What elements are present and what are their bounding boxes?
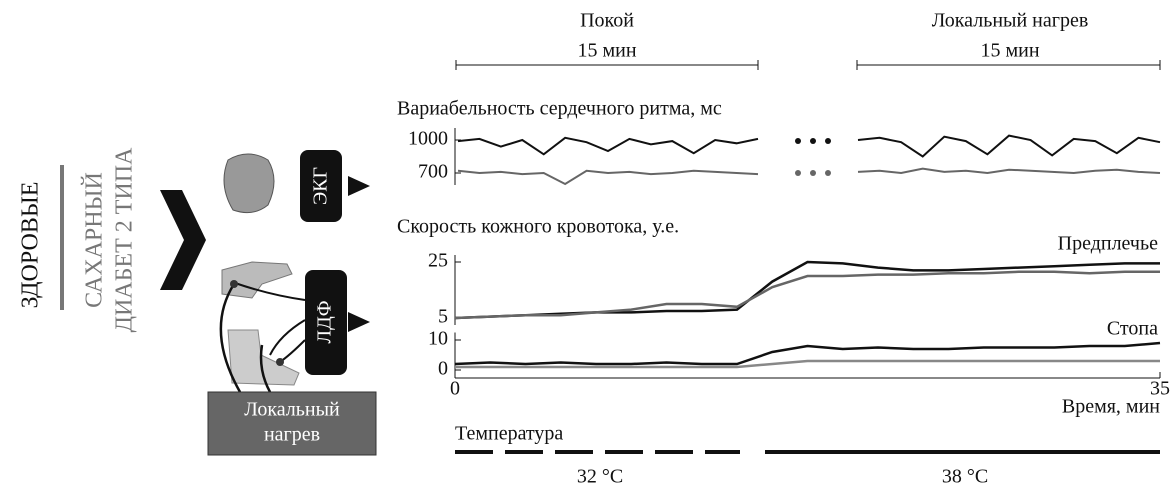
group-healthy: ЗДОРОВЫЕ (18, 182, 44, 309)
ecg-box (300, 150, 342, 222)
probe (276, 358, 284, 366)
flow-title: Скорость кожного кровотока, у.е. (397, 216, 679, 238)
arrow (348, 176, 370, 196)
arrow (348, 312, 370, 332)
ecg-label: ЭКГ (310, 167, 332, 205)
group-diabetes: ДИАБЕТ 2 ТИПА (112, 147, 138, 332)
y-tick-label: 700 (418, 161, 448, 183)
x-axis-label: Время, мин (1062, 396, 1160, 418)
y-tick-label: 5 (438, 306, 448, 328)
hrv-title: Вариабельность сердечного ритма, мс (397, 98, 722, 120)
ellipsis (825, 170, 831, 176)
x-tick-label: 0 (450, 378, 460, 400)
ellipsis (825, 138, 831, 144)
y-tick-label: 10 (428, 328, 448, 350)
ellipsis (810, 138, 816, 144)
arrow (160, 190, 206, 290)
probe (230, 280, 238, 288)
x-tick-label: 35 (1150, 378, 1170, 400)
y-tick-label: 0 (438, 358, 448, 380)
hrv-trace (857, 167, 1161, 175)
flow-trace (455, 359, 1160, 369)
phase-title: Локальный нагрев (932, 10, 1089, 32)
heating-box (207, 391, 377, 456)
flow-trace (454, 270, 1160, 320)
hrv-trace (857, 134, 1161, 158)
hand-icon (221, 261, 293, 299)
flow-trace (454, 341, 1161, 366)
ellipsis (810, 170, 816, 176)
phase-duration: 15 мин (577, 40, 636, 62)
y-tick-label: 25 (428, 250, 448, 272)
temperature-title: Температура (455, 423, 563, 445)
phase-title: Покой (580, 10, 634, 32)
heart-icon (223, 153, 275, 214)
group-diabetes: САХАРНЫЙ (82, 172, 108, 308)
heating-cable (219, 283, 272, 393)
hrv-trace (457, 136, 759, 156)
flow-trace (454, 260, 1160, 320)
temperature-label: 32 °C (577, 466, 623, 488)
y-tick-label: 1000 (408, 128, 448, 150)
phase-duration: 15 мин (980, 40, 1039, 62)
series-label: Стопа (1107, 318, 1158, 340)
temperature-label: 38 °C (942, 466, 988, 488)
heating-label: Локальный (244, 399, 340, 421)
hrv-trace (457, 169, 759, 186)
ldf-label: ЛДФ (314, 300, 336, 343)
bracket (455, 60, 1161, 70)
heating-label: нагрев (264, 424, 320, 446)
series-label: Предплечье (1058, 233, 1158, 255)
foot-icon (227, 329, 300, 386)
ldf-box (305, 270, 347, 375)
ellipsis (795, 138, 801, 144)
ellipsis (795, 170, 801, 176)
